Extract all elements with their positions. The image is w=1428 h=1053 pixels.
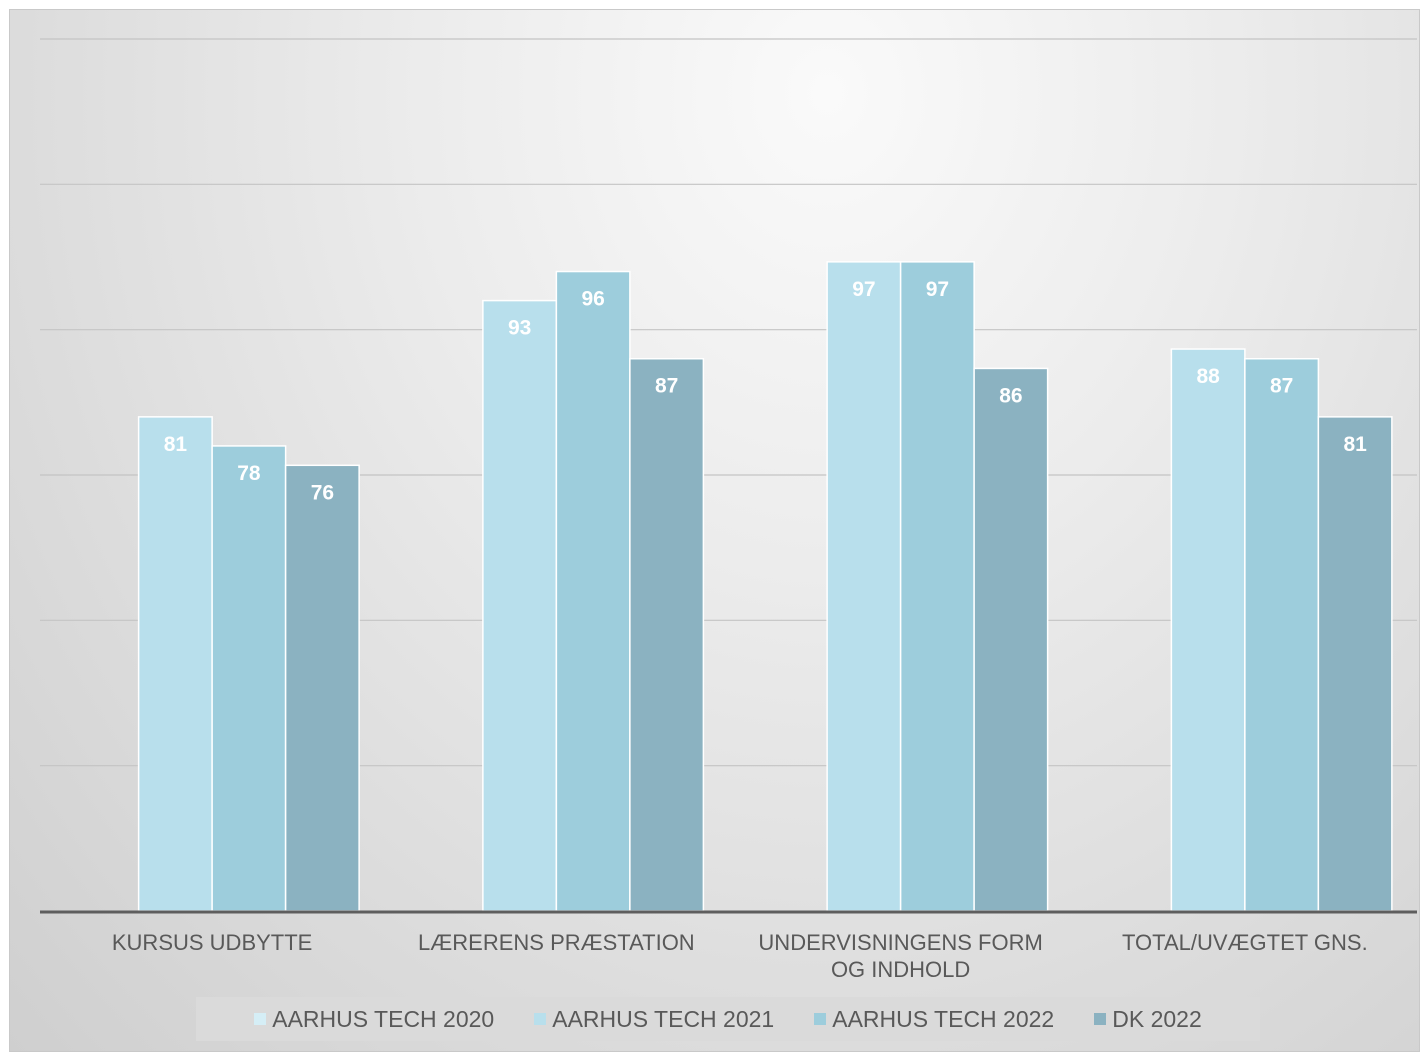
legend-label: AARHUS TECH 2022 bbox=[832, 1005, 1055, 1032]
data-label: 96 bbox=[581, 288, 604, 311]
bar bbox=[826, 261, 902, 912]
legend-label: AARHUS TECH 2020 bbox=[272, 1005, 495, 1032]
legend: AARHUS TECH 2020 AARHUS TECH 2021 AARHUS T… bbox=[196, 997, 1260, 1041]
data-label: 87 bbox=[655, 375, 678, 398]
bar bbox=[1317, 416, 1393, 912]
legend-item: DK 2022 bbox=[1094, 1006, 1202, 1033]
data-label: 76 bbox=[311, 481, 334, 504]
data-label: 81 bbox=[1343, 433, 1367, 456]
data-label: 78 bbox=[237, 462, 261, 485]
data-label: 81 bbox=[164, 433, 188, 456]
bar bbox=[284, 464, 360, 912]
bar-chart: 81 78 76 93 96 87 97 97 86 88 87 81 KURSUS UDBYTTE L… bbox=[40, 38, 1417, 982]
bar bbox=[1244, 357, 1320, 912]
bar bbox=[555, 270, 631, 912]
bars bbox=[137, 261, 1393, 912]
bar bbox=[899, 261, 975, 912]
legend-swatch bbox=[254, 1013, 267, 1025]
bar bbox=[211, 445, 287, 912]
category-labels: KURSUS UDBYTTE LÆRERENS PRÆSTATION UNDERVI… bbox=[112, 930, 1368, 982]
legend-label: DK 2022 bbox=[1112, 1005, 1202, 1032]
legend-item: AARHUS TECH 2022 bbox=[814, 1006, 1054, 1033]
bar bbox=[1170, 348, 1246, 912]
legend-swatch bbox=[534, 1013, 547, 1025]
legend-item: AARHUS TECH 2021 bbox=[534, 1006, 774, 1033]
bar bbox=[629, 357, 705, 912]
category-label: LÆRERENS PRÆSTATION bbox=[418, 930, 695, 955]
category-label-line: UNDERVISNINGENS FORM bbox=[758, 930, 1042, 955]
bar bbox=[482, 299, 558, 912]
legend-item: AARHUS TECH 2020 bbox=[254, 1006, 494, 1033]
data-labels: 81 78 76 93 96 87 97 97 86 88 87 81 bbox=[164, 278, 1367, 504]
data-label: 97 bbox=[926, 278, 949, 301]
chart-area: 81 78 76 93 96 87 97 97 86 88 87 81 KURSUS UDBYTTE L… bbox=[9, 9, 1420, 1052]
data-label: 93 bbox=[508, 317, 531, 340]
legend-swatch bbox=[1094, 1013, 1107, 1025]
data-label: 97 bbox=[852, 278, 875, 301]
legend-label: AARHUS TECH 2021 bbox=[552, 1005, 775, 1032]
category-label-line: TOTAL/UVÆGTET GNS. bbox=[1122, 930, 1368, 955]
data-label: 86 bbox=[999, 384, 1022, 407]
bar bbox=[973, 367, 1049, 912]
bar bbox=[137, 416, 213, 912]
category-label-line: KURSUS UDBYTTE bbox=[112, 930, 312, 955]
data-label: 87 bbox=[1270, 375, 1293, 398]
category-label-line: LÆRERENS PRÆSTATION bbox=[418, 930, 695, 955]
category-label: UNDERVISNINGENS FORM OG INDHOLD bbox=[758, 930, 1042, 982]
category-label: TOTAL/UVÆGTET GNS. bbox=[1122, 930, 1368, 955]
legend-swatch bbox=[814, 1013, 827, 1025]
category-label-line: OG INDHOLD bbox=[831, 957, 970, 982]
data-label: 88 bbox=[1196, 365, 1220, 388]
category-label: KURSUS UDBYTTE bbox=[112, 930, 312, 955]
